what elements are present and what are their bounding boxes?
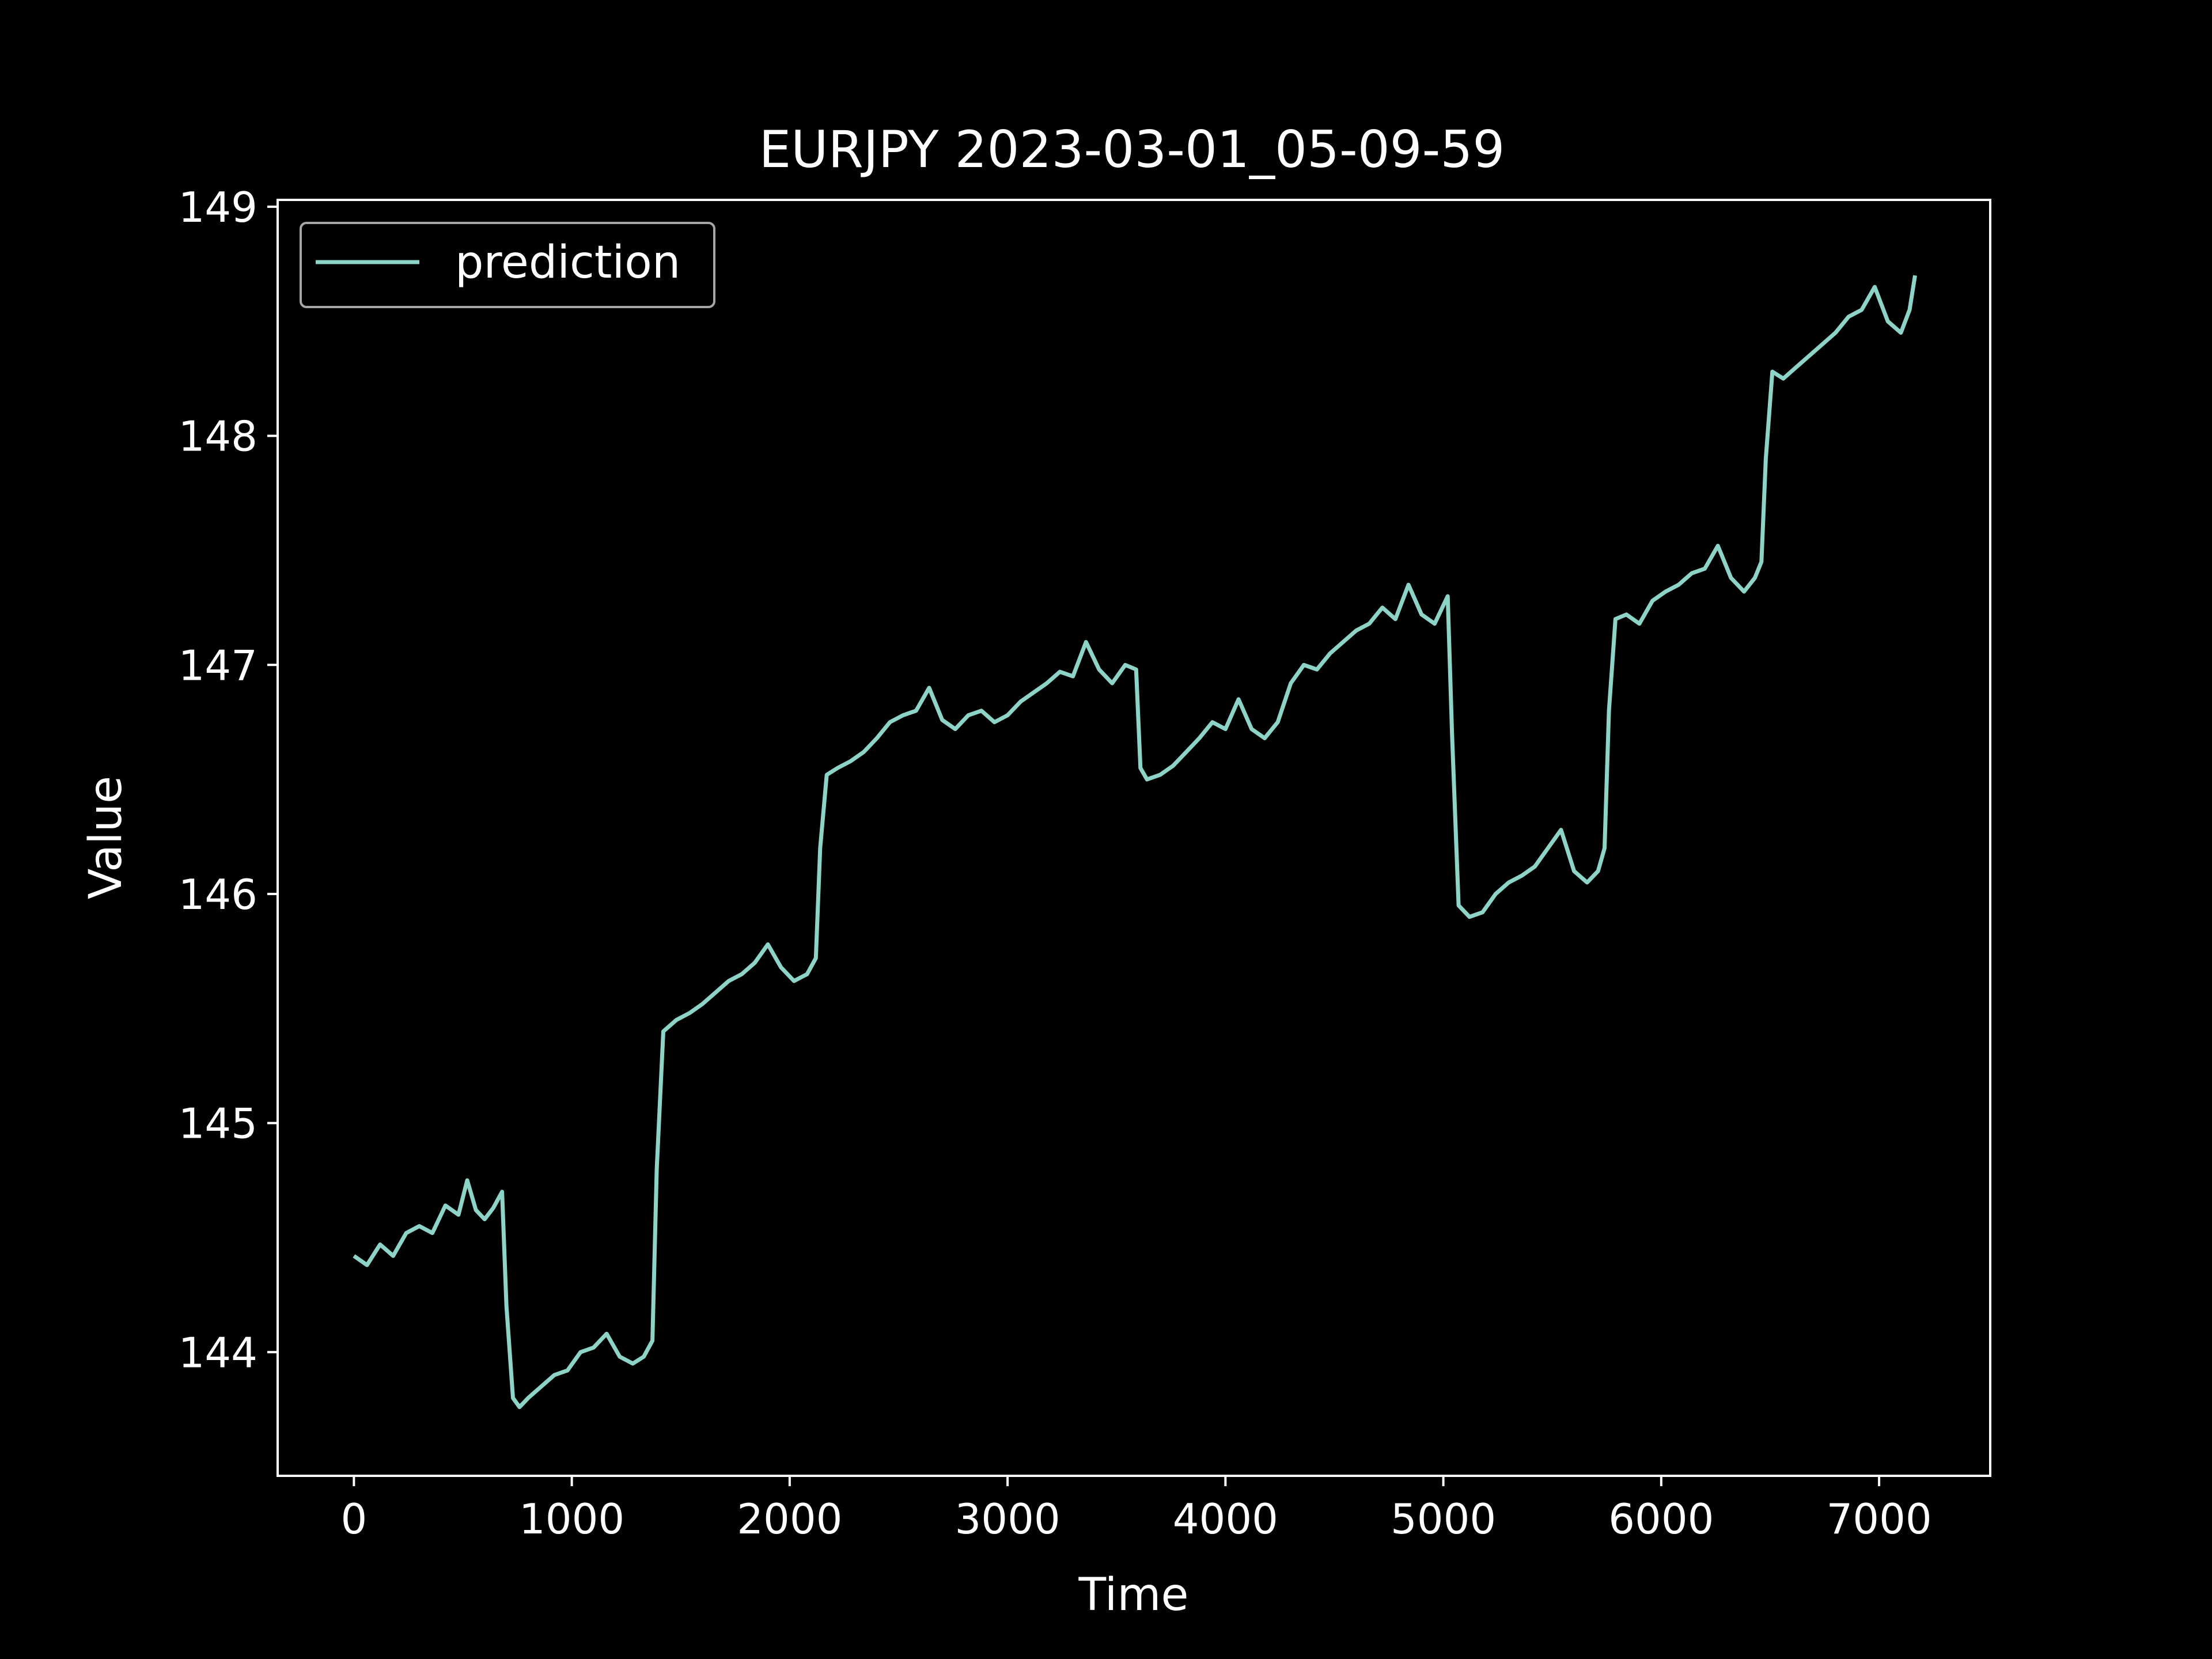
axes-frame — [276, 199, 1991, 1477]
x-tick-label: 4000 — [1173, 1495, 1278, 1543]
y-tick-label: 147 — [179, 641, 257, 690]
x-axis-ticks: 0 1000 2000 3000 4000 5000 6000 7000 — [340, 1476, 1932, 1543]
series-line-prediction — [353, 275, 1917, 1410]
data-layer — [353, 275, 1917, 1410]
chart-title: EURJPY 2023-03-01_05-09-59 — [759, 120, 1505, 179]
y-axis-label: Value — [80, 776, 132, 899]
x-axis-label: Time — [1078, 1569, 1189, 1621]
x-tick-label: 0 — [340, 1495, 367, 1543]
legend: prediction — [300, 222, 715, 308]
x-tick-label: 3000 — [955, 1495, 1060, 1543]
legend-label-prediction: prediction — [455, 237, 680, 289]
y-tick-label: 146 — [179, 870, 257, 919]
legend-box — [300, 222, 715, 308]
x-tick-label: 1000 — [519, 1495, 624, 1543]
y-axis-ticks: 144 145 146 147 148 149 — [179, 183, 278, 1377]
x-tick-label: 5000 — [1391, 1495, 1496, 1543]
x-tick-label: 6000 — [1608, 1495, 1714, 1543]
y-tick-label: 144 — [179, 1328, 257, 1377]
x-tick-label: 7000 — [1826, 1495, 1931, 1543]
y-tick-label: 148 — [179, 412, 257, 461]
plot-area — [276, 199, 1991, 1477]
x-tick-label: 2000 — [737, 1495, 842, 1543]
y-tick-label: 145 — [179, 1100, 257, 1148]
y-tick-label: 149 — [179, 183, 257, 232]
